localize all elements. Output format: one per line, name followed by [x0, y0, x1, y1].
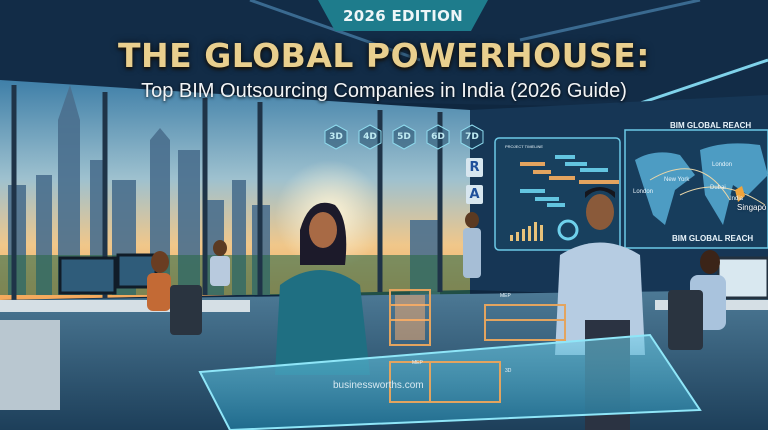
- hex-badge-5d: 5D: [391, 124, 417, 150]
- hex-badge-6d: 6D: [425, 124, 451, 150]
- map-city: London: [633, 189, 654, 195]
- map-city: Singapo: [737, 203, 767, 212]
- hexagon-icon: [392, 124, 416, 150]
- model-label: MEP: [500, 293, 511, 299]
- hex-badge-4d: 4D: [357, 124, 383, 150]
- edition-badge: 2026 EDITION: [318, 0, 488, 31]
- hexagon-icon: [460, 124, 484, 150]
- edition-badge-label: 2026 EDITION: [343, 6, 463, 25]
- gantt-bars: [520, 155, 619, 207]
- autocad-tile-icon: A: [466, 185, 483, 204]
- map-city: India: [730, 196, 744, 202]
- watermark: businessworths.com: [333, 380, 424, 391]
- dashboard-title: PROJECT TIMELINE: [505, 144, 544, 149]
- headline-title: THE GLOBAL POWERHOUSE:: [118, 36, 650, 75]
- map-city: New York: [664, 177, 690, 183]
- map-city: Dubai: [710, 185, 726, 191]
- hexagon-icon: [426, 124, 450, 150]
- map-title: BIM GLOBAL REACH: [670, 121, 752, 130]
- hexagon-icon: [358, 124, 382, 150]
- hex-badge-7d: 7D: [459, 124, 485, 150]
- model-label: 3D: [505, 368, 512, 374]
- model-label: MEP: [412, 360, 423, 366]
- map-caption: BIM GLOBAL REACH: [672, 234, 754, 243]
- hex-badge-3d: 3D: [323, 124, 349, 150]
- map-city: London: [712, 162, 733, 168]
- revit-tile-icon: R: [466, 158, 483, 177]
- hexagon-icon: [324, 124, 348, 150]
- headline-subtitle: Top BIM Outsourcing Companies in India (…: [141, 80, 627, 102]
